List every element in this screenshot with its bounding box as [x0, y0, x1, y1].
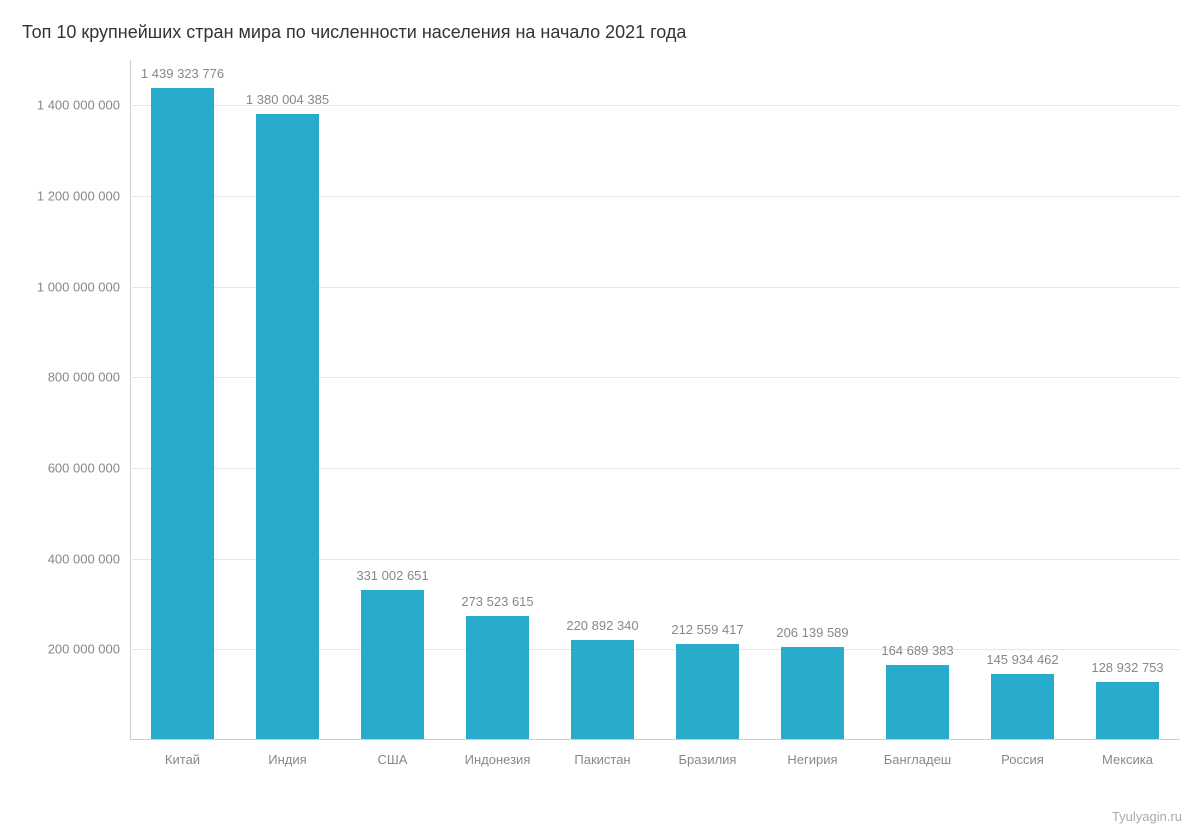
y-tick-label: 1 200 000 000	[0, 189, 120, 204]
x-axis-labels: Китай Индия США Индонезия Пакистан Бразилия Не…	[130, 746, 1180, 786]
y-tick-label: 1 000 000 000	[0, 279, 120, 294]
bar-value-label: 206 139 589	[750, 625, 876, 640]
x-tick-label: Индия	[268, 752, 306, 767]
x-tick-label: Бразилия	[679, 752, 737, 767]
x-axis-line	[130, 739, 1180, 740]
bar: 212 559 417	[676, 644, 739, 740]
bar: 1 380 004 385	[256, 114, 319, 740]
watermark: Tyulyagin.ru	[1112, 809, 1182, 824]
y-tick-label: 1 400 000 000	[0, 98, 120, 113]
bar: 331 002 651	[361, 590, 424, 740]
x-tick-label: Негирия	[787, 752, 837, 767]
bar: 273 523 615	[466, 616, 529, 740]
bars-group: 1 439 323 776 1 380 004 385 331 002 651 273…	[130, 60, 1180, 740]
bar-value-label: 1 380 004 385	[225, 92, 351, 107]
bar: 206 139 589	[781, 647, 844, 740]
bar-value-label: 1 439 323 776	[120, 66, 246, 81]
x-tick-label: Бангладеш	[884, 752, 951, 767]
bar: 164 689 383	[886, 665, 949, 740]
bar: 220 892 340	[571, 640, 634, 740]
y-tick-label: 600 000 000	[0, 461, 120, 476]
chart-title: Топ 10 крупнейших стран мира по численно…	[22, 22, 686, 43]
x-tick-label: Китай	[165, 752, 200, 767]
x-tick-label: США	[378, 752, 408, 767]
x-tick-label: Индонезия	[465, 752, 531, 767]
bar: 1 439 323 776	[151, 88, 214, 740]
bar-value-label: 331 002 651	[330, 568, 456, 583]
bar: 128 932 753	[1096, 682, 1159, 740]
x-tick-label: Мексика	[1102, 752, 1153, 767]
bar-value-label: 273 523 615	[435, 594, 561, 609]
x-tick-label: Россия	[1001, 752, 1044, 767]
plot-area: 1 439 323 776 1 380 004 385 331 002 651 273…	[130, 60, 1180, 740]
y-axis-labels: 200 000 000 400 000 000 600 000 000 800 000…	[0, 60, 120, 740]
bar: 145 934 462	[991, 674, 1054, 740]
y-tick-label: 800 000 000	[0, 370, 120, 385]
y-tick-label: 400 000 000	[0, 551, 120, 566]
bar-value-label: 128 932 753	[1065, 660, 1191, 675]
y-tick-label: 200 000 000	[0, 642, 120, 657]
chart-container: Топ 10 крупнейших стран мира по численно…	[0, 0, 1200, 834]
x-tick-label: Пакистан	[574, 752, 630, 767]
